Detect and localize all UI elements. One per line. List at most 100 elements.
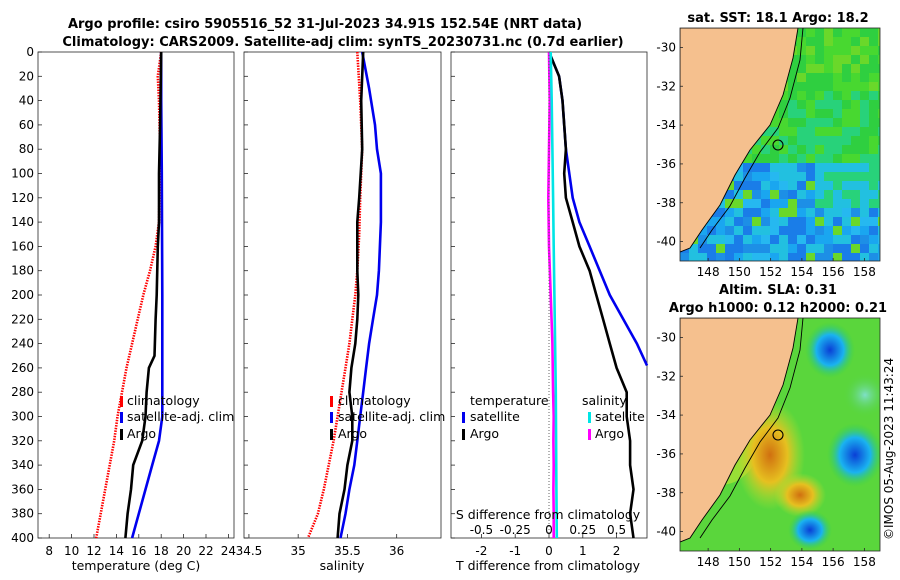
sst-cell [851, 136, 861, 146]
sst-cell [878, 235, 880, 245]
sla-ytick-label: -30 [656, 330, 676, 344]
sst-cell [833, 73, 843, 83]
temp-line-argo [124, 51, 163, 539]
sst-cell [842, 127, 852, 137]
sst-cell [860, 28, 870, 38]
sst-cell [851, 37, 861, 47]
sst-cell [707, 217, 717, 227]
sst-cell [851, 244, 861, 254]
sst-cell [860, 46, 870, 56]
sst-cell [842, 244, 852, 254]
sst-cell [725, 244, 735, 254]
sst-cell [824, 91, 834, 101]
sst-ytick-label: -38 [656, 196, 676, 210]
sst-cell [851, 100, 861, 110]
sst-cell [869, 100, 879, 110]
sla-map-frame [679, 317, 881, 552]
sst-cell [860, 145, 870, 155]
sla-ytick-label: -32 [656, 369, 676, 383]
sst-cell [851, 91, 861, 101]
sst-cell [725, 199, 735, 209]
sla-xtick-label: 154 [790, 555, 813, 569]
diff-line-temperature-argo [547, 51, 635, 539]
sst-cell [833, 118, 843, 128]
sst-map-frame [679, 27, 881, 262]
sst-cell [842, 217, 852, 227]
legend-swatch-argo [330, 429, 333, 440]
sst-cell [842, 64, 852, 74]
sst-cell [833, 145, 843, 155]
sst-cell [860, 136, 870, 146]
sst-cell [788, 244, 798, 254]
sst-cell [860, 73, 870, 83]
sst-cell [851, 145, 861, 155]
legend-climatology: climatology [338, 393, 411, 408]
sst-cell [707, 253, 717, 261]
sst-cell [869, 235, 879, 245]
sla-land [680, 318, 799, 543]
legend-s-argo: Argo [595, 426, 624, 441]
sst-cell [824, 109, 834, 119]
sst-cell [833, 172, 843, 182]
sst-cell [860, 244, 870, 254]
sst-cell [851, 172, 861, 182]
sst-cell [842, 91, 852, 101]
sst-cell [779, 127, 789, 137]
difference-panel: -2 -1 0 1 2 T difference from climatology S … [450, 51, 649, 573]
sst-cell [806, 37, 816, 47]
sst-cell [842, 46, 852, 56]
sst-cell [797, 226, 807, 236]
sst-cell [797, 82, 807, 92]
sst-cell [725, 226, 735, 236]
legend-climatology: climatology [127, 393, 200, 408]
sst-cell [824, 100, 834, 110]
sst-cell [752, 217, 762, 227]
sst-cell [878, 64, 880, 74]
sst-cell [824, 235, 834, 245]
sst-cell [734, 235, 744, 245]
diff-secondary-tick-label: 0 [545, 523, 553, 537]
sst-cell [770, 190, 780, 200]
sla-xtick-label: 156 [822, 555, 845, 569]
sst-cell [878, 190, 880, 200]
sst-cell [869, 37, 879, 47]
difference-legend: temperature satellite Argo salinity sate… [462, 393, 645, 441]
sst-cell [860, 190, 870, 200]
sal-line-satellite-adj-clim [339, 51, 383, 539]
sla-xtick-label: 158 [853, 555, 876, 569]
sst-cell [770, 244, 780, 254]
sst-cell [851, 181, 861, 191]
sst-cell [815, 235, 825, 245]
sst-cell [806, 73, 816, 83]
sst-cell [716, 226, 726, 236]
ytick-label: 140 [11, 215, 34, 229]
sst-cell [860, 172, 870, 182]
temp-xtick-label: 10 [64, 544, 79, 558]
sst-cell [797, 172, 807, 182]
sst-cell [842, 199, 852, 209]
sst-xtick-label: 152 [759, 265, 782, 279]
sst-cell [824, 190, 834, 200]
sst-cell [815, 190, 825, 200]
sla-xtick-label: 150 [728, 555, 751, 569]
sst-cell [743, 235, 753, 245]
sst-cell [788, 190, 798, 200]
temp-xtick-label: 12 [86, 544, 101, 558]
ytick-label: 320 [11, 434, 34, 448]
sst-cell [806, 235, 816, 245]
sst-cell [716, 253, 726, 261]
sst-cell [860, 154, 870, 164]
sst-cell [779, 118, 789, 128]
legend-argo: Argo [127, 426, 156, 441]
sal-xtick-label: 36 [389, 544, 404, 558]
sst-cell [752, 181, 762, 191]
sst-cell [851, 118, 861, 128]
legend-swatch-s-satellite [588, 412, 591, 423]
ytick-label: 340 [11, 458, 34, 472]
sst-cell [842, 37, 852, 47]
sst-cell [752, 190, 762, 200]
sst-cell [806, 118, 816, 128]
sst-cell [860, 100, 870, 110]
sst-cell [689, 253, 699, 261]
temp-line-satellite-adj-clim [130, 52, 164, 539]
